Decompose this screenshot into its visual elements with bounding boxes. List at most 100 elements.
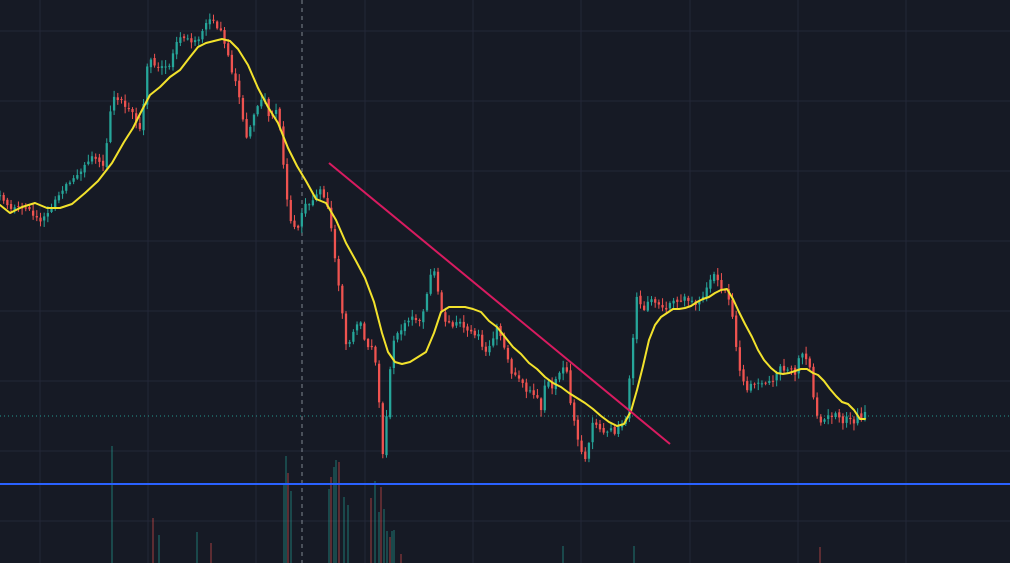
candle xyxy=(481,330,484,351)
candle xyxy=(377,360,381,408)
candle xyxy=(252,113,256,132)
trendline[interactable] xyxy=(328,162,671,445)
volume-bar xyxy=(290,491,292,563)
candle-body xyxy=(344,313,348,345)
candle xyxy=(57,191,61,204)
candle xyxy=(665,301,668,314)
candle xyxy=(76,169,79,180)
candle-body xyxy=(43,216,46,221)
candle-body xyxy=(31,210,35,216)
candle-body xyxy=(860,413,863,419)
candle-body xyxy=(539,398,543,411)
candle xyxy=(447,315,451,324)
volume-bar xyxy=(374,481,376,563)
volume-bar xyxy=(338,462,340,563)
candle-body xyxy=(359,322,362,326)
candle-body xyxy=(377,363,381,403)
candle xyxy=(466,323,469,337)
candle-body xyxy=(138,123,142,129)
candle-body xyxy=(481,334,484,347)
volume-bar xyxy=(333,467,335,563)
candle xyxy=(668,301,672,312)
candle-body xyxy=(665,307,668,310)
candle xyxy=(458,318,462,328)
candle xyxy=(738,340,741,377)
candle-body xyxy=(525,382,528,392)
candle-body xyxy=(679,300,683,302)
candle xyxy=(440,290,443,314)
candle-body xyxy=(127,108,130,110)
candle-body xyxy=(61,190,64,194)
candle xyxy=(297,224,300,231)
candle-body xyxy=(278,108,281,128)
candle-body xyxy=(580,440,583,452)
candle xyxy=(536,389,539,399)
candle xyxy=(676,296,679,309)
candle-body xyxy=(521,379,524,383)
candle xyxy=(510,357,513,379)
candle xyxy=(617,421,620,437)
candle xyxy=(175,36,178,60)
candle xyxy=(381,401,384,459)
candle-body xyxy=(775,373,778,381)
candle-body xyxy=(197,39,200,42)
candle xyxy=(650,296,653,306)
volume-bar xyxy=(378,512,380,563)
candle-body xyxy=(87,161,90,165)
candle-body xyxy=(230,54,234,73)
candle xyxy=(348,339,351,348)
candle-body xyxy=(333,229,337,259)
volume-bar xyxy=(389,537,391,563)
candle xyxy=(514,367,517,377)
drawings[interactable] xyxy=(0,162,1010,485)
candle-body xyxy=(790,368,793,370)
candle xyxy=(517,370,521,382)
candle xyxy=(808,356,811,371)
candle-body xyxy=(370,345,373,348)
candle-body xyxy=(385,416,388,456)
candle-body xyxy=(845,416,848,423)
candle-body xyxy=(812,366,815,398)
candle-body xyxy=(654,299,657,303)
candle-body xyxy=(716,274,719,281)
candle-body xyxy=(683,296,686,301)
volume-bar xyxy=(343,497,345,563)
candle-body xyxy=(425,293,429,311)
candle xyxy=(852,416,856,431)
candle xyxy=(135,107,138,129)
candle-body xyxy=(819,416,822,423)
candle-body xyxy=(46,213,49,217)
candle xyxy=(506,345,510,363)
candle-body xyxy=(39,217,42,222)
candle-body xyxy=(838,412,841,418)
candle xyxy=(768,375,771,385)
candle-body xyxy=(668,303,672,309)
candle xyxy=(462,315,465,333)
candle xyxy=(260,94,263,109)
candle xyxy=(709,274,712,293)
candle xyxy=(179,32,182,47)
candle-body xyxy=(506,347,510,360)
candle xyxy=(845,411,848,428)
candle xyxy=(72,175,75,185)
candle xyxy=(558,371,561,383)
candle xyxy=(841,413,845,430)
candle-body xyxy=(757,382,760,384)
candle-body xyxy=(536,395,539,398)
candle-body xyxy=(142,103,145,131)
candle-body xyxy=(661,304,664,308)
candle-body xyxy=(337,258,340,286)
candle-body xyxy=(234,73,237,82)
candle xyxy=(2,192,5,204)
candle xyxy=(219,21,222,32)
candle xyxy=(827,409,830,425)
candle-body xyxy=(849,417,852,420)
candle-body xyxy=(797,358,800,374)
candle xyxy=(451,320,454,329)
candle xyxy=(311,193,315,207)
candle xyxy=(230,50,234,75)
candle xyxy=(657,299,661,309)
candle xyxy=(138,116,142,132)
